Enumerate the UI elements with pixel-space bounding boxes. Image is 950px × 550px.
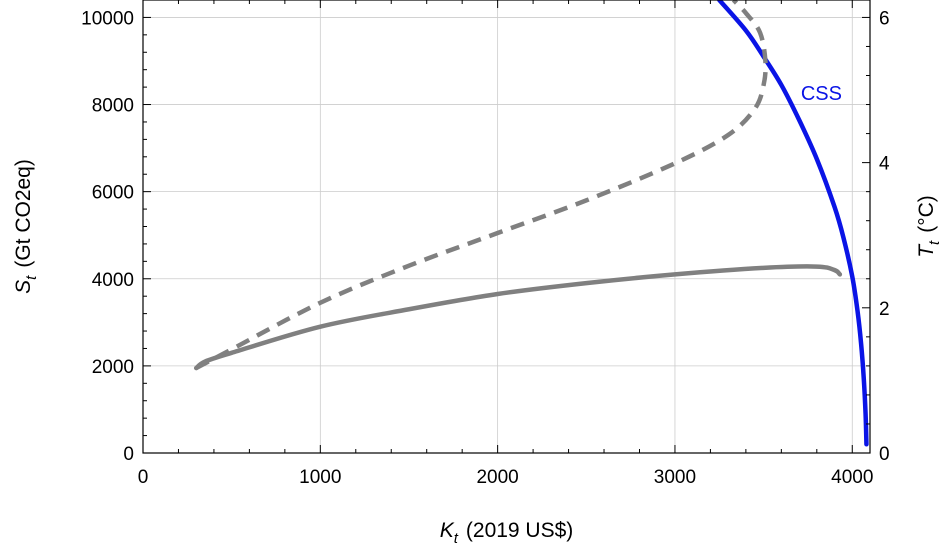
y-right-tick-label: 2 (879, 299, 890, 320)
x-axis-subscript: t (454, 530, 459, 547)
y-right-axis-subscript: t (926, 240, 943, 245)
series-layer (193, 0, 869, 447)
y-left-tick-label: 0 (123, 444, 134, 465)
series-path-solid (193, 264, 843, 371)
y-left-axis-unit: (Gt CO2eq) (12, 159, 35, 268)
x-axis-unit: (2019 US$) (466, 519, 573, 542)
y-left-tick-label: 2000 (92, 357, 134, 378)
y-left-axis-subscript: t (23, 275, 40, 280)
y-left-tick-label: 6000 (92, 183, 134, 204)
y-left-tick-label: 10000 (81, 8, 134, 29)
y-right-tick-label: 4 (879, 154, 890, 175)
ticks (142, 0, 870, 454)
annotation-layer: CSS (801, 83, 842, 105)
x-tick-label: 0 (138, 467, 149, 488)
x-tick-label: 3000 (654, 467, 696, 488)
plot-frame (142, 0, 871, 454)
y-left-tick-label: 4000 (92, 270, 134, 291)
x-tick-label: 2000 (476, 467, 518, 488)
y-right-axis-symbol: T (915, 243, 938, 258)
css-annotation: CSS (801, 83, 842, 105)
y-right-tick-label: 6 (879, 8, 890, 29)
y-right-tick-label: 0 (879, 444, 890, 465)
series-css-line (717, 0, 869, 447)
grid (143, 0, 870, 453)
series-path-dashed (195, 0, 768, 371)
x-tick-label: 4000 (831, 467, 873, 488)
x-axis-label: Kt (2019 US$) (440, 519, 574, 547)
x-tick-label: 1000 (299, 467, 341, 488)
tick-labels: 0 1000 2000 3000 4000 0 2000 4000 6000 8000 10000 0… (81, 8, 890, 488)
y-right-axis-label: Tt (°C) (915, 195, 943, 258)
y-left-tick-label: 8000 (92, 96, 134, 117)
x-axis-symbol: K (440, 519, 455, 542)
y-left-axis-label: St (Gt CO2eq) (12, 159, 40, 294)
y-left-axis-symbol: S (12, 280, 35, 294)
y-right-axis-unit: (°C) (915, 195, 938, 233)
